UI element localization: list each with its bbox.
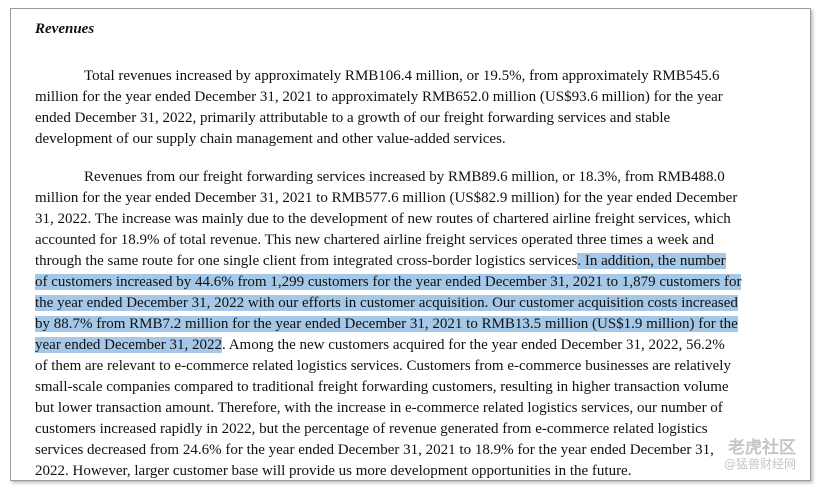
paragraph-2-line: 31, 2022. The increase was mainly due to… <box>35 211 731 227</box>
document-page: Revenues Total revenues increased by app… <box>10 8 811 481</box>
watermark: 老虎社区 @猛兽财经网 <box>724 440 796 472</box>
paragraph-2-line: year ended December 31, 2022. Among the … <box>35 335 725 355</box>
highlighted-text: the year ended December 31, 2022 with ou… <box>35 295 738 311</box>
paragraph-2-line: customers increased rapidly in 2022, but… <box>35 421 708 437</box>
paragraph-2-line: small-scale companies compared to tradit… <box>35 379 729 395</box>
paragraph-1-line: million for the year ended December 31, … <box>35 89 723 105</box>
paragraph-2-line: the year ended December 31, 2022 with ou… <box>35 293 738 313</box>
paragraph-1-line: ended December 31, 2022, primarily attri… <box>35 110 671 126</box>
paragraph-2-line: of them are relevant to e-commerce relat… <box>35 358 731 374</box>
highlighted-text: year ended December 31, 2022 <box>35 337 223 353</box>
paragraph-2-line: million for the year ended December 31, … <box>35 190 738 206</box>
paragraph-2-line: Revenues from our freight forwarding ser… <box>84 169 725 185</box>
paragraph-1-line: development of our supply chain manageme… <box>35 131 506 147</box>
highlighted-text: . In addition, the number <box>577 253 726 269</box>
section-heading: Revenues <box>35 21 95 37</box>
watermark-main: 老虎社区 <box>728 438 796 458</box>
plain-text: . Among the new customers acquired for t… <box>222 337 725 353</box>
paragraph-2-line: services decreased from 24.6% for the ye… <box>35 442 714 458</box>
paragraph-2-line: accounted for 18.9% of total revenue. Th… <box>35 232 715 248</box>
paragraph-2-line: 2022. However, larger customer base will… <box>35 463 632 479</box>
plain-text: through the same route for one single cl… <box>35 253 578 269</box>
paragraph-2-line: but lower transaction amount. Therefore,… <box>35 400 723 416</box>
paragraph-2-line: through the same route for one single cl… <box>35 251 726 271</box>
highlighted-text: by 88.7% from RMB7.2 million for the yea… <box>35 316 738 332</box>
highlighted-text: of customers increased by 44.6% from 1,2… <box>35 274 742 290</box>
paragraph-1-line: Total revenues increased by approximatel… <box>84 68 720 84</box>
paragraph-2-line: of customers increased by 44.6% from 1,2… <box>35 272 742 292</box>
watermark-sub: @猛兽财经网 <box>723 457 796 471</box>
paragraph-2-line: by 88.7% from RMB7.2 million for the yea… <box>35 314 738 334</box>
